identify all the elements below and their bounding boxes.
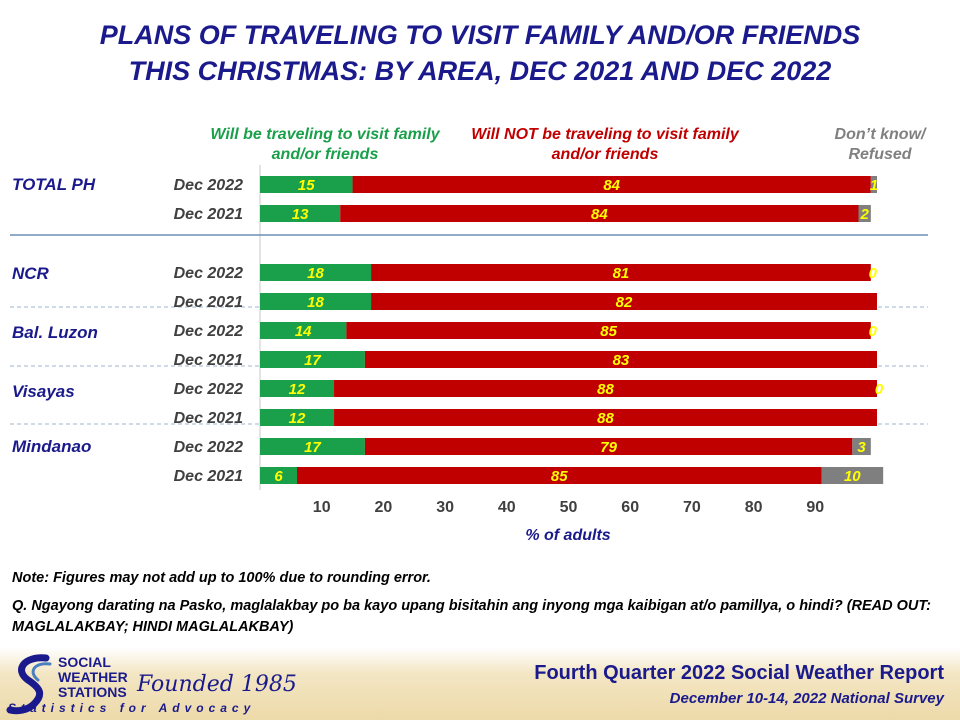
bar-segment <box>858 205 871 222</box>
bar-segment <box>352 176 871 193</box>
bar-segment <box>346 322 871 339</box>
area-label: TOTAL PH <box>12 175 96 194</box>
x-tick-label: 50 <box>560 499 578 516</box>
bar-segment <box>821 467 884 484</box>
bar-segment <box>364 351 877 368</box>
period-label: Dec 2022 <box>174 323 243 340</box>
period-label: Dec 2021 <box>174 410 243 427</box>
bar-value-label: 6 <box>274 468 283 485</box>
area-label: Bal. Luzon <box>12 323 98 342</box>
bar-value-label: 0 <box>869 265 878 282</box>
period-label: Dec 2022 <box>174 265 243 282</box>
survey-question: Q. Ngayong darating na Pasko, maglalakba… <box>12 598 932 635</box>
bar-value-label: 81 <box>613 265 630 282</box>
bar-segment <box>260 409 335 426</box>
bar-value-label: 14 <box>295 323 312 340</box>
bar-segment <box>852 438 871 455</box>
x-tick-label: 10 <box>313 499 331 516</box>
report-title: Fourth Quarter 2022 Social Weather Repor… <box>534 662 944 684</box>
bar-value-label: 85 <box>551 468 568 485</box>
bar-segment <box>260 264 372 281</box>
chart-title-line1: PLANS OF TRAVELING TO VISIT FAMILY AND/O… <box>99 20 861 50</box>
period-label: Dec 2022 <box>174 381 243 398</box>
stacked-bar-chart: TOTAL PH Dec 2022 15 84 1 Dec 2021 13 84 2 NCR Dec… <box>10 165 928 544</box>
bar-value-label: 82 <box>616 294 633 311</box>
bar-segment <box>260 176 353 193</box>
bar-value-label: 17 <box>304 439 321 456</box>
footer-band <box>0 648 960 720</box>
bar-segment <box>870 176 877 193</box>
legend-traveling: Will be traveling to visit family and/or… <box>210 126 440 163</box>
bar-segment <box>334 380 877 397</box>
bar-value-label: 85 <box>600 323 617 340</box>
area-label: Visayas <box>12 382 75 401</box>
period-label: Dec 2022 <box>174 177 243 194</box>
bar-segment <box>334 409 877 426</box>
bar-value-label: 10 <box>844 468 861 485</box>
period-label: Dec 2021 <box>174 206 243 223</box>
bar-value-label: 13 <box>292 206 309 223</box>
bar-segment <box>260 293 372 310</box>
bar-segment <box>371 264 871 281</box>
x-tick-label: 60 <box>621 499 639 516</box>
bar-value-label: 0 <box>875 381 884 398</box>
x-tick-label: 80 <box>745 499 763 516</box>
chart-title-line2: THIS CHRISTMAS: BY AREA, DEC 2021 AND DE… <box>128 56 832 86</box>
bar-segment <box>297 467 822 484</box>
x-tick-label: 90 <box>806 499 824 516</box>
sws-logo-icon <box>6 654 52 715</box>
bar-value-label: 1 <box>870 177 878 194</box>
period-label: Dec 2021 <box>174 468 243 485</box>
bar-value-label: 15 <box>298 177 315 194</box>
x-tick-label: 40 <box>498 499 516 516</box>
bar-segment <box>260 438 365 455</box>
bar-segment <box>260 351 365 368</box>
area-label: Mindanao <box>12 437 91 456</box>
legend-dont-know: Don’t know/ Refused <box>834 126 926 163</box>
bar-value-label: 12 <box>289 381 306 398</box>
logo-founded: Founded 1985 <box>137 672 297 697</box>
bar-segment <box>340 205 859 222</box>
x-tick-label: 30 <box>436 499 454 516</box>
legend-not-traveling: Will NOT be traveling to visit family an… <box>471 126 739 163</box>
period-label: Dec 2021 <box>174 352 243 369</box>
rounding-note: Note: Figures may not add up to 100% due… <box>12 570 431 586</box>
period-label: Dec 2022 <box>174 439 243 456</box>
area-label: NCR <box>12 264 50 283</box>
bar-segment <box>260 467 298 484</box>
bar-segment <box>371 293 877 310</box>
bar-value-label: 83 <box>613 352 630 369</box>
bar-segment <box>260 380 335 397</box>
bar-value-label: 88 <box>597 381 614 398</box>
x-axis-label: % of adults <box>525 527 610 544</box>
bar-segment <box>260 205 341 222</box>
x-tick-label: 70 <box>683 499 701 516</box>
bar-value-label: 18 <box>307 265 324 282</box>
bar-value-label: 88 <box>597 410 614 427</box>
bar-value-label: 12 <box>289 410 306 427</box>
bar-value-label: 3 <box>857 439 866 456</box>
bar-value-label: 79 <box>600 439 617 456</box>
bar-segment <box>364 438 853 455</box>
bar-value-label: 84 <box>603 177 620 194</box>
bar-value-label: 18 <box>307 294 324 311</box>
bar-segment <box>260 322 347 339</box>
logo-org-name: SOCIAL WEATHER STATIONS <box>58 654 128 700</box>
logo-tagline: Statistics for Advocacy <box>8 701 256 715</box>
period-label: Dec 2021 <box>174 294 243 311</box>
bar-value-label: 0 <box>869 323 878 340</box>
x-tick-label: 20 <box>375 499 393 516</box>
report-subtitle: December 10-14, 2022 National Survey <box>669 690 944 707</box>
bar-value-label: 17 <box>304 352 321 369</box>
bar-value-label: 2 <box>859 206 869 223</box>
bar-value-label: 84 <box>591 206 608 223</box>
